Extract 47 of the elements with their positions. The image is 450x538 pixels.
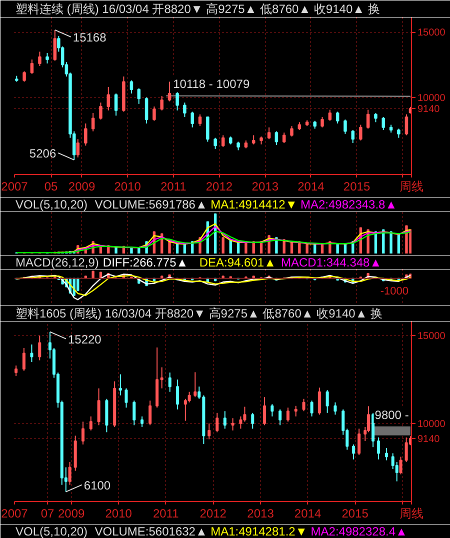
annotation: 15168 bbox=[72, 30, 107, 44]
x-tick-label: 2014 bbox=[294, 506, 322, 520]
x-tick-label: 2013 bbox=[252, 180, 279, 194]
x-tick-label: 2009 bbox=[68, 180, 96, 194]
y-tick-label: 10000 bbox=[418, 418, 446, 430]
series-label: DIFF:266.775▲ bbox=[102, 256, 188, 270]
series-label: VOLUME:5691786▲ bbox=[94, 198, 208, 212]
x-tick-label: 2007 bbox=[1, 506, 28, 520]
chart-title: 塑料连续 (周线) 16/03/04 开8820▼ 高9275▲ 低8760▲ 收9140▲ 换 bbox=[16, 2, 380, 16]
annotation: 5206 bbox=[29, 146, 56, 160]
text: VOL(5,10,20) bbox=[16, 524, 88, 538]
x-tick-label: 周线 bbox=[400, 180, 424, 194]
series-label: MA2:4982343.8▲ bbox=[300, 198, 398, 212]
x-tick-label: 2013 bbox=[247, 506, 274, 520]
x-tick-label: 2010 bbox=[105, 506, 132, 520]
x-tick-label: 2011 bbox=[152, 506, 180, 520]
x-tick-label: 周线 bbox=[400, 506, 424, 520]
y-tick-label: 10000 bbox=[418, 92, 446, 104]
annotation: -1000 bbox=[380, 285, 409, 298]
y-tick-label: 15000 bbox=[418, 28, 446, 39]
x-tick-label: 2015 bbox=[342, 506, 369, 520]
annotation: 6100 bbox=[84, 478, 111, 492]
legend-label: VOLUME:5601632▲ bbox=[94, 524, 208, 538]
x-tick-label: 2010 bbox=[114, 180, 142, 194]
x-tick-label: 2012 bbox=[200, 506, 227, 520]
x-tick-label: 2014 bbox=[298, 180, 325, 194]
legend-label: MA1:4914281.2▼ bbox=[210, 524, 308, 538]
annotation: 9800 - bbox=[374, 408, 409, 422]
series-label: DEA:94.601▲ bbox=[199, 256, 276, 270]
annotation: 15220 bbox=[68, 332, 102, 346]
y-tick-label: 15000 bbox=[418, 331, 446, 342]
x-tick-label: 07 bbox=[40, 506, 55, 520]
x-tick-label: 05 bbox=[44, 180, 58, 194]
x-tick-label: 2011 bbox=[160, 180, 187, 194]
chart-title: VOL(5,10,20) bbox=[16, 198, 88, 212]
legend-label: MA2:4982328.4▲ bbox=[310, 524, 408, 538]
y-tick-label: 9140 bbox=[418, 434, 440, 446]
x-tick-label: 2007 bbox=[1, 180, 28, 194]
series-label: MA1:4914412▼ bbox=[210, 198, 298, 212]
y-tick-label: 9140 bbox=[418, 104, 440, 116]
x-tick-label: 2015 bbox=[343, 180, 370, 194]
x-tick-label: 2009 bbox=[58, 506, 86, 520]
chart-title: MACD(26,12,9) bbox=[16, 256, 99, 270]
series-label: MACD1:344.348▲ bbox=[281, 256, 382, 270]
annotation: 10118 - 10079 bbox=[173, 76, 250, 91]
x-tick-label: 2012 bbox=[206, 180, 233, 194]
chart-title: 塑料1605 (周线) 16/03/04 开8820▼ 高9275▲ 低8760▲ 收9140▲ 换 bbox=[16, 306, 383, 320]
